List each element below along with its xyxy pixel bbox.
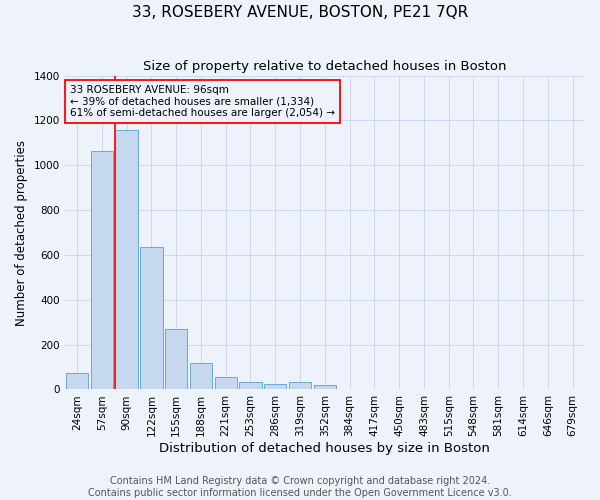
- Bar: [264, 384, 286, 390]
- Title: Size of property relative to detached houses in Boston: Size of property relative to detached ho…: [143, 60, 506, 73]
- Bar: [140, 247, 163, 390]
- Bar: [289, 382, 311, 390]
- Bar: [66, 372, 88, 390]
- Bar: [190, 362, 212, 390]
- Text: Contains HM Land Registry data © Crown copyright and database right 2024.
Contai: Contains HM Land Registry data © Crown c…: [88, 476, 512, 498]
- Bar: [165, 329, 187, 390]
- Bar: [215, 377, 237, 390]
- Bar: [314, 385, 336, 390]
- Bar: [239, 382, 262, 390]
- Bar: [115, 130, 138, 390]
- X-axis label: Distribution of detached houses by size in Boston: Distribution of detached houses by size …: [160, 442, 490, 455]
- Text: 33 ROSEBERY AVENUE: 96sqm
← 39% of detached houses are smaller (1,334)
61% of se: 33 ROSEBERY AVENUE: 96sqm ← 39% of detac…: [70, 85, 335, 118]
- Text: 33, ROSEBERY AVENUE, BOSTON, PE21 7QR: 33, ROSEBERY AVENUE, BOSTON, PE21 7QR: [132, 5, 468, 20]
- Y-axis label: Number of detached properties: Number of detached properties: [15, 140, 28, 326]
- Bar: [91, 150, 113, 390]
